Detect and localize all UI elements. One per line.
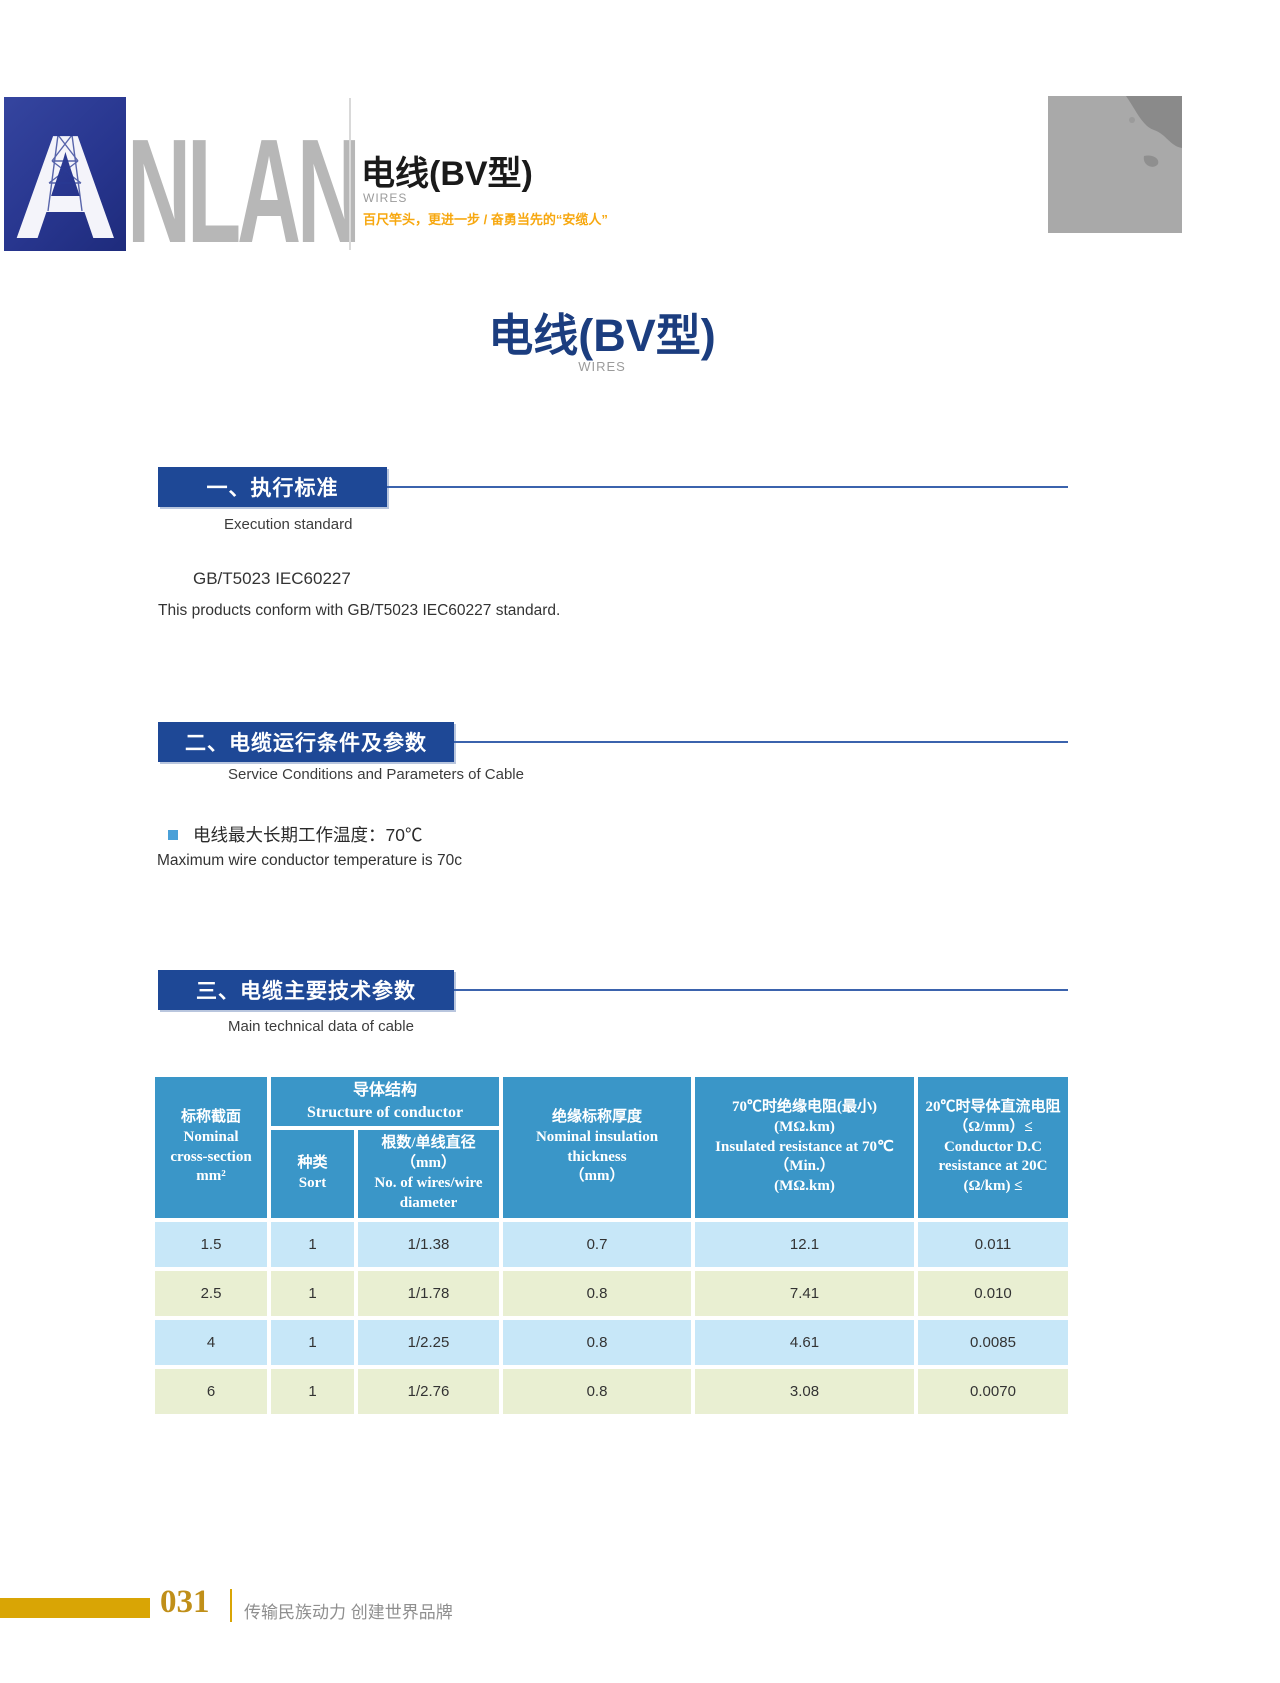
header-tagline: 百尺竿头，更进一步 / 奋勇当先的“安缆人”: [363, 212, 608, 227]
max-temperature-text: 电线最大长期工作温度：70℃: [193, 825, 423, 845]
standard-codes-text: GB/T5023 IEC60227: [193, 569, 351, 588]
table-cell: 0.8: [503, 1369, 691, 1414]
section-2-heading: 二、电缆运行条件及参数: [158, 722, 454, 762]
section-1-subtitle: Execution standard: [224, 516, 353, 533]
table-cell: 1: [271, 1369, 354, 1414]
header-divider: [349, 98, 351, 250]
section-1-rule: [387, 486, 1068, 488]
table-cell: 0.8: [503, 1320, 691, 1365]
table-cell: 1/2.76: [358, 1369, 499, 1414]
anlan-logo-block: A: [4, 97, 126, 251]
col-header-sort: 种类 Sort: [271, 1130, 354, 1218]
table-cell: 0.8: [503, 1271, 691, 1316]
section-2-subtitle: Service Conditions and Parameters of Cab…: [228, 766, 524, 783]
table-cell: 1/1.78: [358, 1271, 499, 1316]
table-cell: 1/2.25: [358, 1320, 499, 1365]
col-header-nominal-cross-section: 标称截面 Nominal cross-section mm²: [155, 1077, 267, 1218]
footer-gold-bar: [0, 1598, 150, 1618]
col-header-insulation-thickness: 绝缘标称厚度 Nominal insulation thickness （mm）: [503, 1077, 691, 1218]
table-cell: 0.0070: [918, 1369, 1068, 1414]
logo-letter-a: A: [12, 104, 118, 251]
page-number: 031: [160, 1584, 210, 1620]
table-cell: 4: [155, 1320, 267, 1365]
map-silhouette-icon: [1048, 96, 1182, 233]
conformance-text: This products conform with GB/T5023 IEC6…: [158, 602, 561, 619]
table-cell: 1: [271, 1320, 354, 1365]
blue-square-bullet-icon: [168, 830, 178, 840]
table-cell: 0.0085: [918, 1320, 1068, 1365]
footer-slogan: 传输民族动力 创建世界品牌: [244, 1603, 453, 1622]
table-cell: 0.7: [503, 1222, 691, 1267]
table-cell: 0.010: [918, 1271, 1068, 1316]
table-cell: 4.61: [695, 1320, 914, 1365]
logo-letters-nlan: NLAN: [127, 108, 361, 274]
section-2-rule: [454, 741, 1068, 743]
table-cell: 3.08: [695, 1369, 914, 1414]
table-cell: 2.5: [155, 1271, 267, 1316]
col-header-wires-diameter: 根数/单线直径 （mm） No. of wires/wire diameter: [358, 1130, 499, 1218]
table-cell: 1: [271, 1222, 354, 1267]
table-cell: 0.011: [918, 1222, 1068, 1267]
page-title: 电线(BV型): [488, 310, 716, 361]
corner-photo: [1048, 96, 1182, 233]
table-cell: 6: [155, 1369, 267, 1414]
section-3-subtitle: Main technical data of cable: [228, 1018, 414, 1035]
table-cell: 1: [271, 1271, 354, 1316]
header-product-title: 电线(BV型): [361, 155, 533, 193]
table-cell: 1.5: [155, 1222, 267, 1267]
transmission-tower-art-icon: [47, 134, 83, 212]
table-cell: 7.41: [695, 1271, 914, 1316]
technical-data-table: 标称截面 Nominal cross-section mm² 导体结构 Stru…: [155, 1077, 1068, 1414]
header-product-subtitle: WIRES: [363, 191, 408, 205]
col-header-structure-of-conductor: 导体结构 Structure of conductor: [271, 1077, 499, 1126]
table-cell: 1/1.38: [358, 1222, 499, 1267]
section-3-heading: 三、电缆主要技术参数: [158, 970, 454, 1010]
page-title-en: WIRES: [578, 359, 626, 374]
col-header-dc-resistance-20c: 20℃时导体直流电阻 （Ω/mm）≤ Conductor D.C resista…: [918, 1077, 1068, 1218]
section-3-rule: [454, 989, 1068, 991]
table-cell: 12.1: [695, 1222, 914, 1267]
max-temperature-text-en: Maximum wire conductor temperature is 70…: [157, 852, 462, 869]
section-1-heading: 一、执行标准: [158, 467, 387, 507]
footer-divider: [230, 1589, 232, 1622]
col-header-insulated-resistance-70c: 70℃时绝缘电阻(最小) (MΩ.km) Insulated resistanc…: [695, 1077, 914, 1218]
